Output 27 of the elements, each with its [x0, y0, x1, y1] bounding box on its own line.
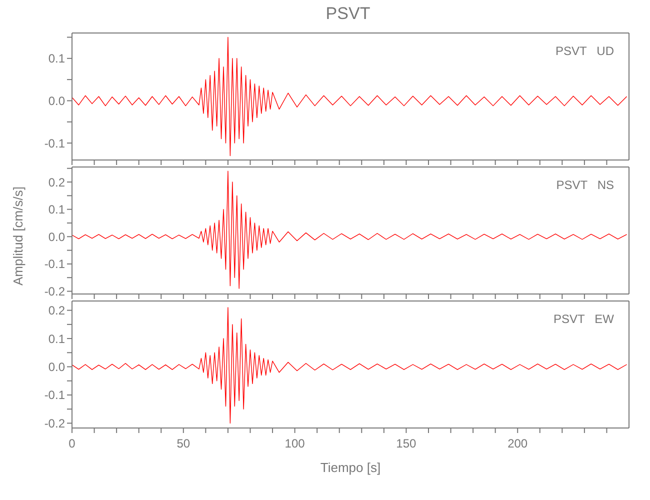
- y-tick-label: 0.2: [48, 175, 66, 190]
- y-tick-label: -0.2: [44, 284, 66, 299]
- y-tick-label: 0.0: [48, 360, 66, 374]
- chart-title: PSVT: [324, 3, 372, 25]
- x-axis-title: Tiempo [s]: [320, 460, 381, 475]
- x-tick-label: 200: [508, 436, 528, 451]
- line-series: [72, 170, 628, 289]
- y-axis-title: Amplitud [cm/s/s]: [10, 186, 26, 286]
- y-tick-label: 0.1: [48, 332, 66, 346]
- y-tick-label: -0.1: [44, 388, 66, 402]
- y-tick-label: -0.1: [44, 257, 66, 272]
- annotation: PSVT NS: [556, 178, 614, 192]
- y-tick-label: -0.2: [44, 416, 66, 430]
- line-series: [72, 36, 628, 156]
- x-tick-label: 100: [284, 436, 306, 451]
- y-tick-label: 0.0: [48, 94, 66, 108]
- y-tick-label: 0.1: [48, 202, 66, 217]
- y-tick-label: 0.1: [48, 52, 66, 66]
- annotation: PSVT EW: [554, 312, 614, 326]
- x-tick-label: 50: [176, 436, 190, 451]
- y-tick-label: 0.0: [48, 230, 66, 244]
- x-tick-label: 150: [396, 436, 417, 451]
- annotation: PSVT UD: [556, 44, 614, 58]
- y-tick-label: 0.2: [48, 304, 66, 318]
- y-tick-label: -0.1: [44, 136, 66, 150]
- line-series: [72, 307, 628, 424]
- x-tick-label: 0: [68, 436, 76, 451]
